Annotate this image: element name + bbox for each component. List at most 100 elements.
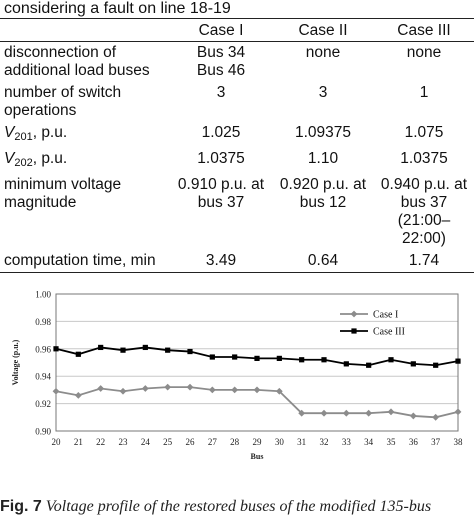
table-cell: 1.09375 (272, 122, 374, 148)
x-tick-label: 30 (275, 437, 285, 447)
cell-line: none (305, 44, 341, 61)
table-cell: 3 (272, 82, 374, 122)
x-tick-label: 36 (409, 437, 419, 447)
cell-line: bus 12 (299, 194, 347, 211)
data-point (321, 357, 327, 363)
x-tick-label: 21 (74, 437, 83, 447)
y-axis-label: Voltage (p.u.) (11, 339, 20, 385)
voltage-symbol: V (4, 150, 15, 167)
cell-line: none (406, 44, 442, 61)
data-point (454, 408, 462, 416)
table-cell: Bus 34 Bus 46 (170, 42, 272, 83)
table-header-row: Case I Case II Case III (0, 18, 474, 42)
row-label: disconnection of additional load buses (0, 42, 170, 83)
data-point (275, 387, 283, 395)
x-tick-label: 27 (208, 437, 218, 447)
x-tick-label: 28 (230, 437, 240, 447)
cell-line: 1 (419, 84, 429, 101)
data-point (231, 386, 239, 394)
cell-line: 0.920 p.u. at (279, 176, 367, 193)
table-cell: 1.075 (374, 122, 474, 148)
figure-caption-lead: Fig. 7 (0, 498, 42, 515)
row-label-line: additional load buses (4, 62, 150, 79)
cell-line: 0.940 p.u. at (380, 176, 468, 193)
data-point (141, 385, 149, 392)
cell-line: (21:00–22:00) (397, 212, 451, 247)
table-row: V201, p.u. 1.025 1.09375 1.075 (0, 122, 474, 148)
table-cell: none (374, 42, 474, 83)
data-point (142, 344, 148, 351)
table-cell: 0.910 p.u. at bus 37 (170, 174, 272, 250)
data-point (343, 361, 349, 367)
y-tick-label: 0.92 (35, 399, 51, 409)
x-tick-label: 33 (342, 437, 352, 447)
results-table: Case I Case II Case III disconnection of add… (0, 18, 474, 273)
cell-line: 1.025 (201, 124, 241, 141)
row-label-line: minimum voltage (4, 176, 122, 193)
voltage-profile-chart: 0.90 0.92 0.94 0.96 0.98 1.00 20 21 22 23 24 25 26 27… (11, 290, 463, 462)
cell-line: 1.0375 (197, 150, 245, 167)
cell-line: Bus 34 (196, 44, 246, 61)
figure-caption: Fig. 7 Voltage profile of the restored b… (0, 498, 431, 516)
x-tick-label: 29 (253, 437, 263, 447)
cell-line: 3 (216, 84, 226, 101)
table-cell: 3.49 (170, 250, 272, 273)
data-point (365, 409, 373, 417)
legend-marker (350, 310, 358, 318)
data-point (74, 391, 82, 399)
data-point (232, 354, 238, 360)
table-row: number of switch operations 3 3 1 (0, 82, 474, 122)
data-point (433, 362, 439, 368)
column-header: Case II (298, 22, 348, 39)
data-point (410, 361, 416, 367)
x-tick-label: 37 (431, 437, 441, 447)
row-label: V202, p.u. (0, 148, 170, 174)
cell-line: 0.64 (307, 252, 339, 269)
voltage-subscript: 201 (14, 131, 33, 143)
cell-line: 1.075 (404, 124, 444, 141)
data-point (366, 362, 372, 368)
x-tick-label: 20 (52, 437, 62, 447)
column-header: Case I (198, 22, 244, 39)
row-label: V201, p.u. (0, 122, 170, 148)
data-point (455, 358, 461, 364)
cell-line: bus 37 (197, 194, 245, 211)
data-point (119, 387, 127, 395)
data-point (97, 385, 105, 392)
column-header (0, 19, 170, 42)
voltage-unit: , p.u. (32, 124, 68, 141)
cell-line: 1.74 (408, 252, 440, 269)
x-tick-label: 34 (364, 437, 374, 447)
table-cell: 0.920 p.u. at bus 12 (272, 174, 374, 250)
cell-line: Bus 46 (196, 62, 246, 79)
table-cell: 1.0375 (374, 148, 474, 174)
data-point (187, 348, 193, 355)
voltage-unit: , p.u. (32, 150, 68, 167)
x-tick-label: 31 (297, 437, 306, 447)
y-tick-label: 0.94 (35, 372, 51, 382)
data-point (209, 354, 215, 360)
row-label-line: magnitude (4, 194, 77, 211)
data-point (342, 409, 350, 417)
cell-line: 1.10 (307, 150, 339, 167)
table-row: computation time, min 3.49 0.64 1.74 (0, 250, 474, 273)
x-tick-label: 32 (320, 437, 329, 447)
data-point (75, 351, 81, 357)
row-label: computation time, min (0, 250, 170, 273)
data-point (388, 357, 394, 363)
x-tick-label: 25 (163, 437, 173, 447)
data-point (53, 346, 59, 352)
figure-caption-text: Voltage profile of the restored buses of… (45, 498, 432, 515)
y-tick-label: 1.00 (35, 290, 51, 300)
row-label-line: number of switch (4, 84, 122, 101)
table-row: disconnection of additional load buses Bus… (0, 42, 474, 83)
data-point (253, 386, 261, 394)
column-header: Case III (397, 22, 451, 39)
y-tick-label: 0.90 (35, 427, 51, 437)
table-caption: considering a fault on line 18-19 (4, 0, 231, 17)
y-tick-label: 0.98 (35, 317, 51, 327)
data-point (164, 383, 172, 391)
voltage-subscript: 202 (14, 157, 33, 169)
cell-line: bus 37 (400, 194, 448, 211)
